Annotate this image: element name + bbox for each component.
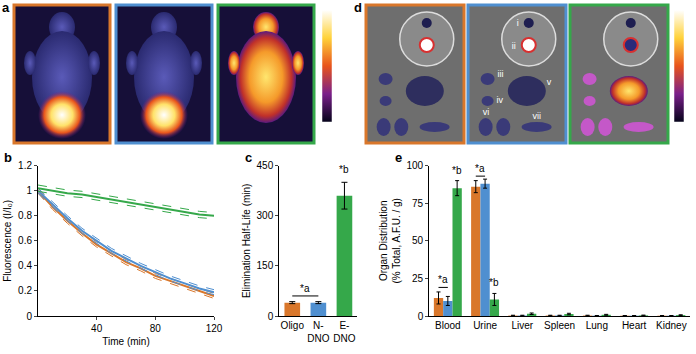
svg-text:Elimination Half-Life (min): Elimination Half-Life (min): [241, 184, 252, 298]
svg-text:100: 100: [407, 160, 424, 171]
svg-text:Urine: Urine: [473, 320, 497, 331]
svg-text:Blood: Blood: [435, 320, 461, 331]
svg-text:a: a: [2, 0, 10, 15]
svg-text:*a: *a: [300, 283, 310, 294]
svg-text:b: b: [4, 150, 12, 165]
svg-text:Kidney: Kidney: [656, 320, 687, 331]
svg-text:0.4: 0.4: [18, 260, 32, 271]
svg-text:Liver: Liver: [511, 320, 533, 331]
svg-text:0.8: 0.8: [18, 210, 32, 221]
svg-text:*a: *a: [475, 163, 485, 174]
svg-text:ii: ii: [512, 41, 516, 51]
svg-text:Oligo: Oligo: [281, 320, 305, 331]
svg-text:0: 0: [268, 311, 274, 322]
svg-text:i: i: [517, 18, 519, 28]
svg-text:iii: iii: [498, 69, 504, 79]
svg-text:v: v: [547, 77, 552, 87]
svg-text:25: 25: [412, 273, 424, 284]
svg-text:d: d: [354, 0, 362, 15]
svg-text:80: 80: [150, 323, 162, 334]
svg-text:0: 0: [26, 311, 32, 322]
svg-text:E-DNO: E-DNO: [333, 320, 355, 344]
svg-text:Spleen: Spleen: [544, 320, 575, 331]
svg-text:0: 0: [418, 311, 424, 322]
svg-text:300: 300: [257, 210, 274, 221]
svg-text:Heart: Heart: [622, 320, 647, 331]
svg-text:c: c: [245, 150, 252, 165]
svg-text:*b: *b: [452, 165, 462, 176]
svg-text:*b: *b: [339, 164, 349, 175]
svg-text:75: 75: [412, 198, 424, 209]
svg-text:vi: vi: [483, 107, 490, 117]
svg-text:40: 40: [91, 323, 103, 334]
svg-text:N-DNO: N-DNO: [307, 320, 329, 344]
svg-text:*a: *a: [438, 274, 448, 285]
svg-text:150: 150: [257, 260, 274, 271]
svg-text:0.6: 0.6: [18, 235, 32, 246]
svg-text:120: 120: [206, 323, 223, 334]
svg-text:vii: vii: [533, 111, 542, 121]
svg-text:450: 450: [257, 160, 274, 171]
svg-text:Lung: Lung: [586, 320, 608, 331]
svg-text:e: e: [395, 150, 402, 165]
svg-text:Time (min): Time (min): [102, 336, 149, 347]
svg-text:1.2: 1.2: [18, 160, 32, 171]
svg-text:1: 1: [26, 185, 32, 196]
svg-text:50: 50: [412, 235, 424, 246]
svg-text:iv: iv: [497, 95, 504, 105]
svg-text:Organ Distribution(% Total, A.: Organ Distribution(% Total, A.F.U. / g): [378, 198, 402, 283]
svg-text:Fluorescence (I/I₀): Fluorescence (I/I₀): [2, 200, 13, 282]
svg-text:0.2: 0.2: [18, 285, 32, 296]
svg-text:*b: *b: [489, 277, 499, 288]
